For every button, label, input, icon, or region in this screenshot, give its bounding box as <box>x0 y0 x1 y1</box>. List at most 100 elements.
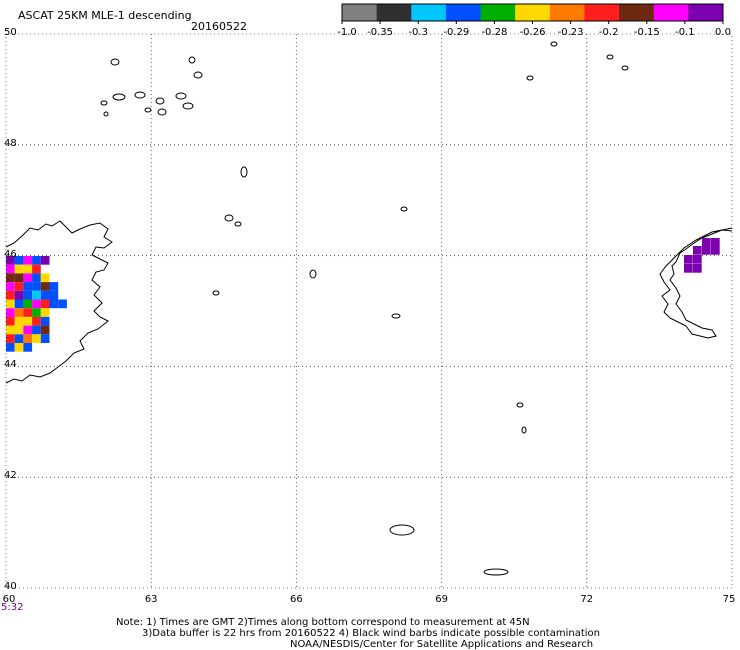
data-cell <box>6 299 15 309</box>
island-outline <box>526 75 534 81</box>
data-cell <box>6 273 15 283</box>
colorbar-segment <box>411 4 447 21</box>
island-outline <box>483 568 509 576</box>
data-cell <box>40 316 50 326</box>
colorbar-segment <box>653 4 689 21</box>
latitude-label: 44 <box>4 359 17 371</box>
colorbar-segment <box>619 4 655 21</box>
colorbar-tick-label: -0.26 <box>519 27 546 38</box>
colorbar-tick-label: -0.28 <box>481 27 508 38</box>
time-label: 5:32 <box>1 602 24 613</box>
data-cell <box>32 264 41 274</box>
data-cell <box>40 334 50 343</box>
data-cell <box>14 256 24 265</box>
data-cell <box>23 256 33 265</box>
data-cell <box>23 325 33 335</box>
newfoundland-coastline <box>5 220 113 384</box>
data-cell <box>32 308 41 317</box>
data-cell <box>6 264 15 274</box>
data-cell <box>32 273 41 283</box>
island-outline <box>212 290 220 296</box>
data-cell <box>14 290 24 300</box>
map-title: ASCAT 25KM MLE-1 descending <box>18 9 192 22</box>
latitude-label: 46 <box>4 248 17 260</box>
island-outline <box>516 402 524 408</box>
island-outline <box>550 41 558 47</box>
island-outline <box>621 65 629 71</box>
colorbar-tick-label: 0.0 <box>715 27 731 38</box>
footer-note-1: Note: 1) Times are GMT 2)Times along bot… <box>116 617 530 628</box>
data-cell <box>32 256 41 265</box>
data-cell <box>23 343 33 352</box>
data-cell <box>23 290 33 300</box>
data-cell <box>49 282 59 291</box>
data-cell <box>40 290 50 300</box>
longitude-label: 66 <box>290 594 303 605</box>
island-outline <box>234 221 242 227</box>
data-cell <box>32 334 41 343</box>
data-cell <box>6 282 15 291</box>
data-cell <box>23 308 33 317</box>
colorbar-segment <box>584 4 620 21</box>
data-cell <box>40 273 50 283</box>
data-cell <box>702 246 711 255</box>
colorbar-tick-label: -0.1 <box>675 27 695 38</box>
data-cell <box>23 264 33 274</box>
colorbar-segment <box>515 4 551 21</box>
data-cell <box>23 273 33 283</box>
data-cell <box>711 238 720 247</box>
data-cell <box>40 325 50 335</box>
latitude-label: 50 <box>4 27 17 38</box>
latitude-label: 42 <box>4 470 17 482</box>
colorbar-segment <box>549 4 585 21</box>
island-outline <box>182 102 194 110</box>
map-frame <box>5 33 733 589</box>
colorbar-segment <box>688 4 724 21</box>
longitude-label: 69 <box>435 594 448 605</box>
data-cell <box>40 308 50 317</box>
island-outline <box>606 54 614 60</box>
data-cell <box>711 246 720 255</box>
data-cell <box>40 256 50 265</box>
data-cell <box>23 282 33 291</box>
data-cell <box>23 334 33 343</box>
data-cell <box>32 325 41 335</box>
data-cell <box>14 316 24 326</box>
latitude-label: 48 <box>4 137 17 149</box>
colorbar-tick-label: -0.3 <box>408 27 428 38</box>
colorbar-segment <box>342 4 378 21</box>
island-outline <box>155 97 165 105</box>
data-cell <box>23 316 33 326</box>
data-cell <box>32 282 41 291</box>
colorbar-tick-label: -0.23 <box>557 27 584 38</box>
data-cell <box>6 256 15 265</box>
longitude-label: 72 <box>580 594 594 605</box>
footer-credit: NOAA/NESDIS/Center for Satellite Applica… <box>290 639 594 650</box>
data-cell <box>49 299 59 309</box>
island-outline <box>400 206 408 212</box>
data-cell <box>684 255 693 264</box>
data-cell <box>14 273 24 283</box>
island-outline <box>309 269 317 279</box>
data-cell <box>14 325 24 335</box>
data-cell <box>49 290 59 300</box>
island-outline <box>240 166 248 178</box>
colorbar-tick-label: -0.35 <box>367 27 394 38</box>
colorbar-segment <box>480 4 516 21</box>
data-cell <box>23 299 33 309</box>
island-outline <box>134 91 146 99</box>
island-outline <box>110 58 120 66</box>
longitude-label: 63 <box>144 594 158 605</box>
island-outline <box>144 107 152 113</box>
island-outline <box>112 93 126 101</box>
island-outline <box>175 92 187 100</box>
data-cell <box>14 282 24 291</box>
data-cell <box>14 299 24 309</box>
longitude-label: 75 <box>722 594 736 605</box>
island-outline <box>103 111 109 117</box>
data-cell <box>40 282 50 291</box>
data-cell <box>32 299 41 309</box>
island-outline <box>391 313 401 319</box>
data-cell <box>693 246 702 255</box>
